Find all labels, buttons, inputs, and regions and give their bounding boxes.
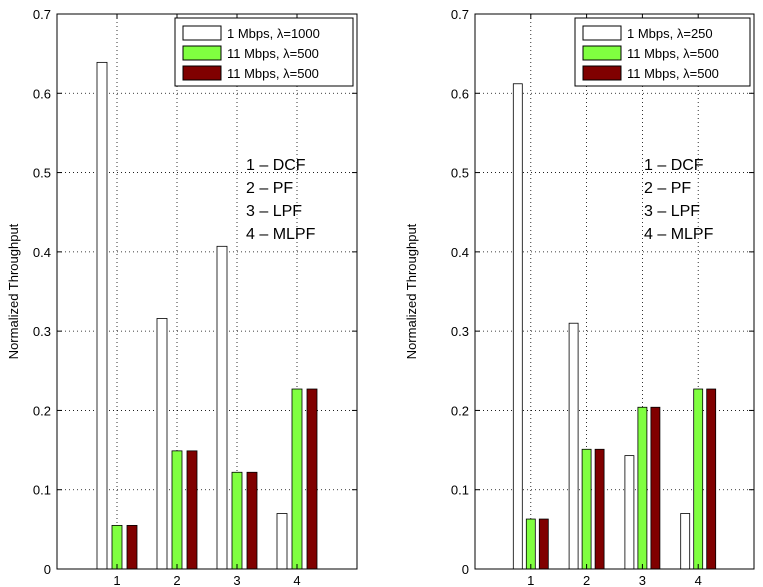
x-tick-label: 3	[639, 573, 646, 587]
bar-series1-cat3	[216, 245, 228, 570]
y-axis-label: Normalized Throughput	[404, 223, 419, 359]
bar-series3-cat4	[706, 388, 717, 570]
annotation-scheme-3: 3 – LPF	[246, 203, 302, 220]
bar-series1-cat4	[680, 513, 691, 570]
annotation-scheme-2: 2 – PF	[246, 180, 293, 197]
y-tick-label: 0	[44, 562, 51, 577]
x-tick-label: 3	[233, 573, 240, 587]
y-tick-label: 0.7	[33, 7, 51, 22]
bar-series1-cat1	[512, 83, 523, 570]
annotation-scheme-4: 4 – MLPF	[644, 226, 714, 243]
bar-series1-cat2	[568, 322, 579, 570]
x-tick-label: 4	[293, 573, 300, 587]
y-tick-label: 0.6	[451, 86, 469, 101]
legend-label-series1: 1 Mbps, λ=250	[627, 26, 713, 41]
bar-series2-cat3	[637, 406, 648, 570]
legend-swatch-series1	[182, 25, 222, 41]
bar-series2-cat2	[581, 448, 592, 570]
y-tick-label: 0.5	[33, 166, 51, 181]
plot-area-frame	[56, 13, 358, 570]
legend-label-series1: 1 Mbps, λ=1000	[227, 26, 320, 41]
y-tick-label: 0.2	[33, 403, 51, 418]
bar-series3-cat3	[650, 406, 661, 570]
y-tick-label: 0.6	[33, 86, 51, 101]
y-tick-label: 0.2	[451, 403, 469, 418]
legend-label-series3: 11 Mbps, λ=500	[227, 66, 319, 81]
x-tick-label: 4	[695, 573, 702, 587]
legend-swatch-series2	[182, 45, 222, 61]
chart-panel-1: 0 0.1 0.2 0.3 0.4 0.5 0.6 0.7 1 2 3 4 Normalized Thr…	[6, 7, 358, 587]
legend-label-series2: 11 Mbps, λ=500	[227, 46, 319, 61]
bar-series2-cat4	[291, 388, 303, 570]
y-tick-label: 0.1	[451, 483, 469, 498]
y-tick-label: 0.4	[451, 245, 469, 260]
y-tick-label: 0.1	[33, 483, 51, 498]
bar-series3-cat3	[246, 471, 258, 570]
y-tick-label: 0.4	[33, 245, 51, 260]
bar-series3-cat2	[186, 450, 198, 570]
annotation-scheme-4: 4 – MLPF	[246, 226, 316, 243]
bar-series2-cat3	[231, 471, 243, 570]
legend-swatch-series1	[582, 25, 622, 41]
annotation-scheme-2: 2 – PF	[644, 180, 691, 197]
bar-series1-cat1	[96, 61, 108, 570]
x-tick-label: 2	[173, 573, 180, 587]
x-tick-label: 1	[527, 573, 534, 587]
bar-series3-cat4	[306, 388, 318, 570]
y-axis-label: Normalized Throughput	[6, 223, 21, 359]
legend: 1 Mbps, λ=1000 11 Mbps, λ=500 11 Mbps, λ=5…	[174, 17, 354, 87]
y-tick-label: 0.3	[451, 324, 469, 339]
x-tick-label: 1	[113, 573, 120, 587]
bar-series2-cat4	[693, 388, 704, 570]
bar-series1-cat2	[156, 318, 168, 570]
bar-series3-cat2	[594, 448, 605, 570]
y-tick-label: 0	[462, 562, 469, 577]
bar-series2-cat1	[525, 518, 536, 570]
bar-series2-cat1	[111, 524, 123, 570]
annotation-scheme-3: 3 – LPF	[644, 203, 700, 220]
bar-series1-cat3	[624, 455, 635, 570]
y-tick-label: 0.3	[33, 324, 51, 339]
legend-swatch-series3	[582, 65, 622, 81]
annotation-scheme-1: 1 – DCF	[246, 157, 306, 174]
bar-series2-cat2	[171, 450, 183, 570]
y-tick-label: 0.7	[451, 7, 469, 22]
legend: 1 Mbps, λ=250 11 Mbps, λ=500 11 Mbps, λ=50…	[574, 17, 751, 87]
x-tick-label: 2	[583, 573, 590, 587]
bar-series3-cat1	[538, 518, 549, 570]
legend-swatch-series3	[182, 65, 222, 81]
bar-series3-cat1	[126, 524, 138, 570]
bar-series1-cat4	[276, 513, 288, 570]
legend-swatch-series2	[582, 45, 622, 61]
y-tick-label: 0.5	[451, 166, 469, 181]
legend-label-series3: 11 Mbps, λ=500	[627, 66, 719, 81]
legend-label-series2: 11 Mbps, λ=500	[627, 46, 719, 61]
plot-area-frame	[474, 13, 755, 570]
chart-panel-2: 0 0.1 0.2 0.3 0.4 0.5 0.6 0.7 1 2 3 4 Normalized Thr…	[404, 7, 755, 587]
annotation-scheme-1: 1 – DCF	[644, 157, 704, 174]
